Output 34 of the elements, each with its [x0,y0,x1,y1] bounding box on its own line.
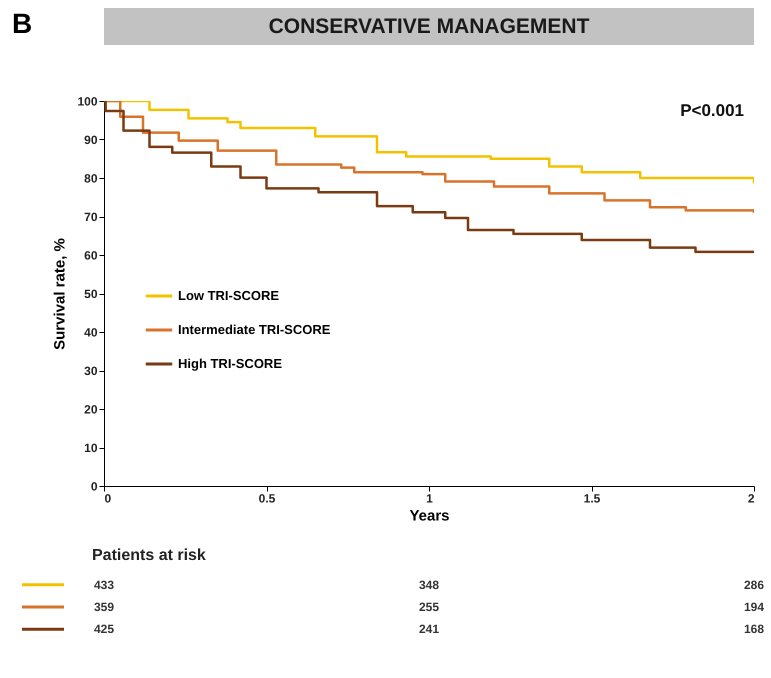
y-tick-label: 10 [84,441,98,455]
text: 255 [418,600,440,614]
y-tick-label: 30 [84,364,98,378]
y-tick-label: 40 [84,326,98,340]
text: Patients at risk [92,547,206,564]
x-tick-label: 0.5 [258,492,276,506]
y-tick-label: 0 [90,480,98,494]
text: 433 [94,578,114,592]
y-tick-label: 20 [84,402,98,416]
text: 194 [744,600,764,614]
x-tick-label: 1.5 [584,492,601,506]
legend-label: Low TRI-SCORE [178,288,280,303]
x-axis-title: Years [409,508,450,524]
legend-label: Intermediate TRI-SCORE [178,322,331,337]
text: 241 [418,622,440,636]
y-axis-title: Survival rate, % [51,238,68,350]
x-tick-label: 0 [104,492,112,506]
text: 348 [418,578,440,592]
y-tick-label: 90 [84,133,98,147]
y-tick-label: 70 [84,210,98,224]
annotation: P<0.001 [680,101,744,120]
text: 286 [744,578,764,592]
text: 168 [744,622,764,636]
y-tick-label: 60 [84,248,98,262]
text: B [12,8,32,40]
text: 359 [94,600,114,614]
y-tick-label: 100 [77,94,98,108]
y-tick-label: 80 [84,172,98,186]
x-tick-label: 1 [426,492,434,506]
text: 425 [94,622,114,636]
x-tick-label: 2 [748,492,755,506]
y-tick-label: 50 [84,287,98,301]
chart-title: CONSERVATIVE MANAGEMENT [104,8,754,45]
legend-label: High TRI-SCORE [178,356,282,371]
